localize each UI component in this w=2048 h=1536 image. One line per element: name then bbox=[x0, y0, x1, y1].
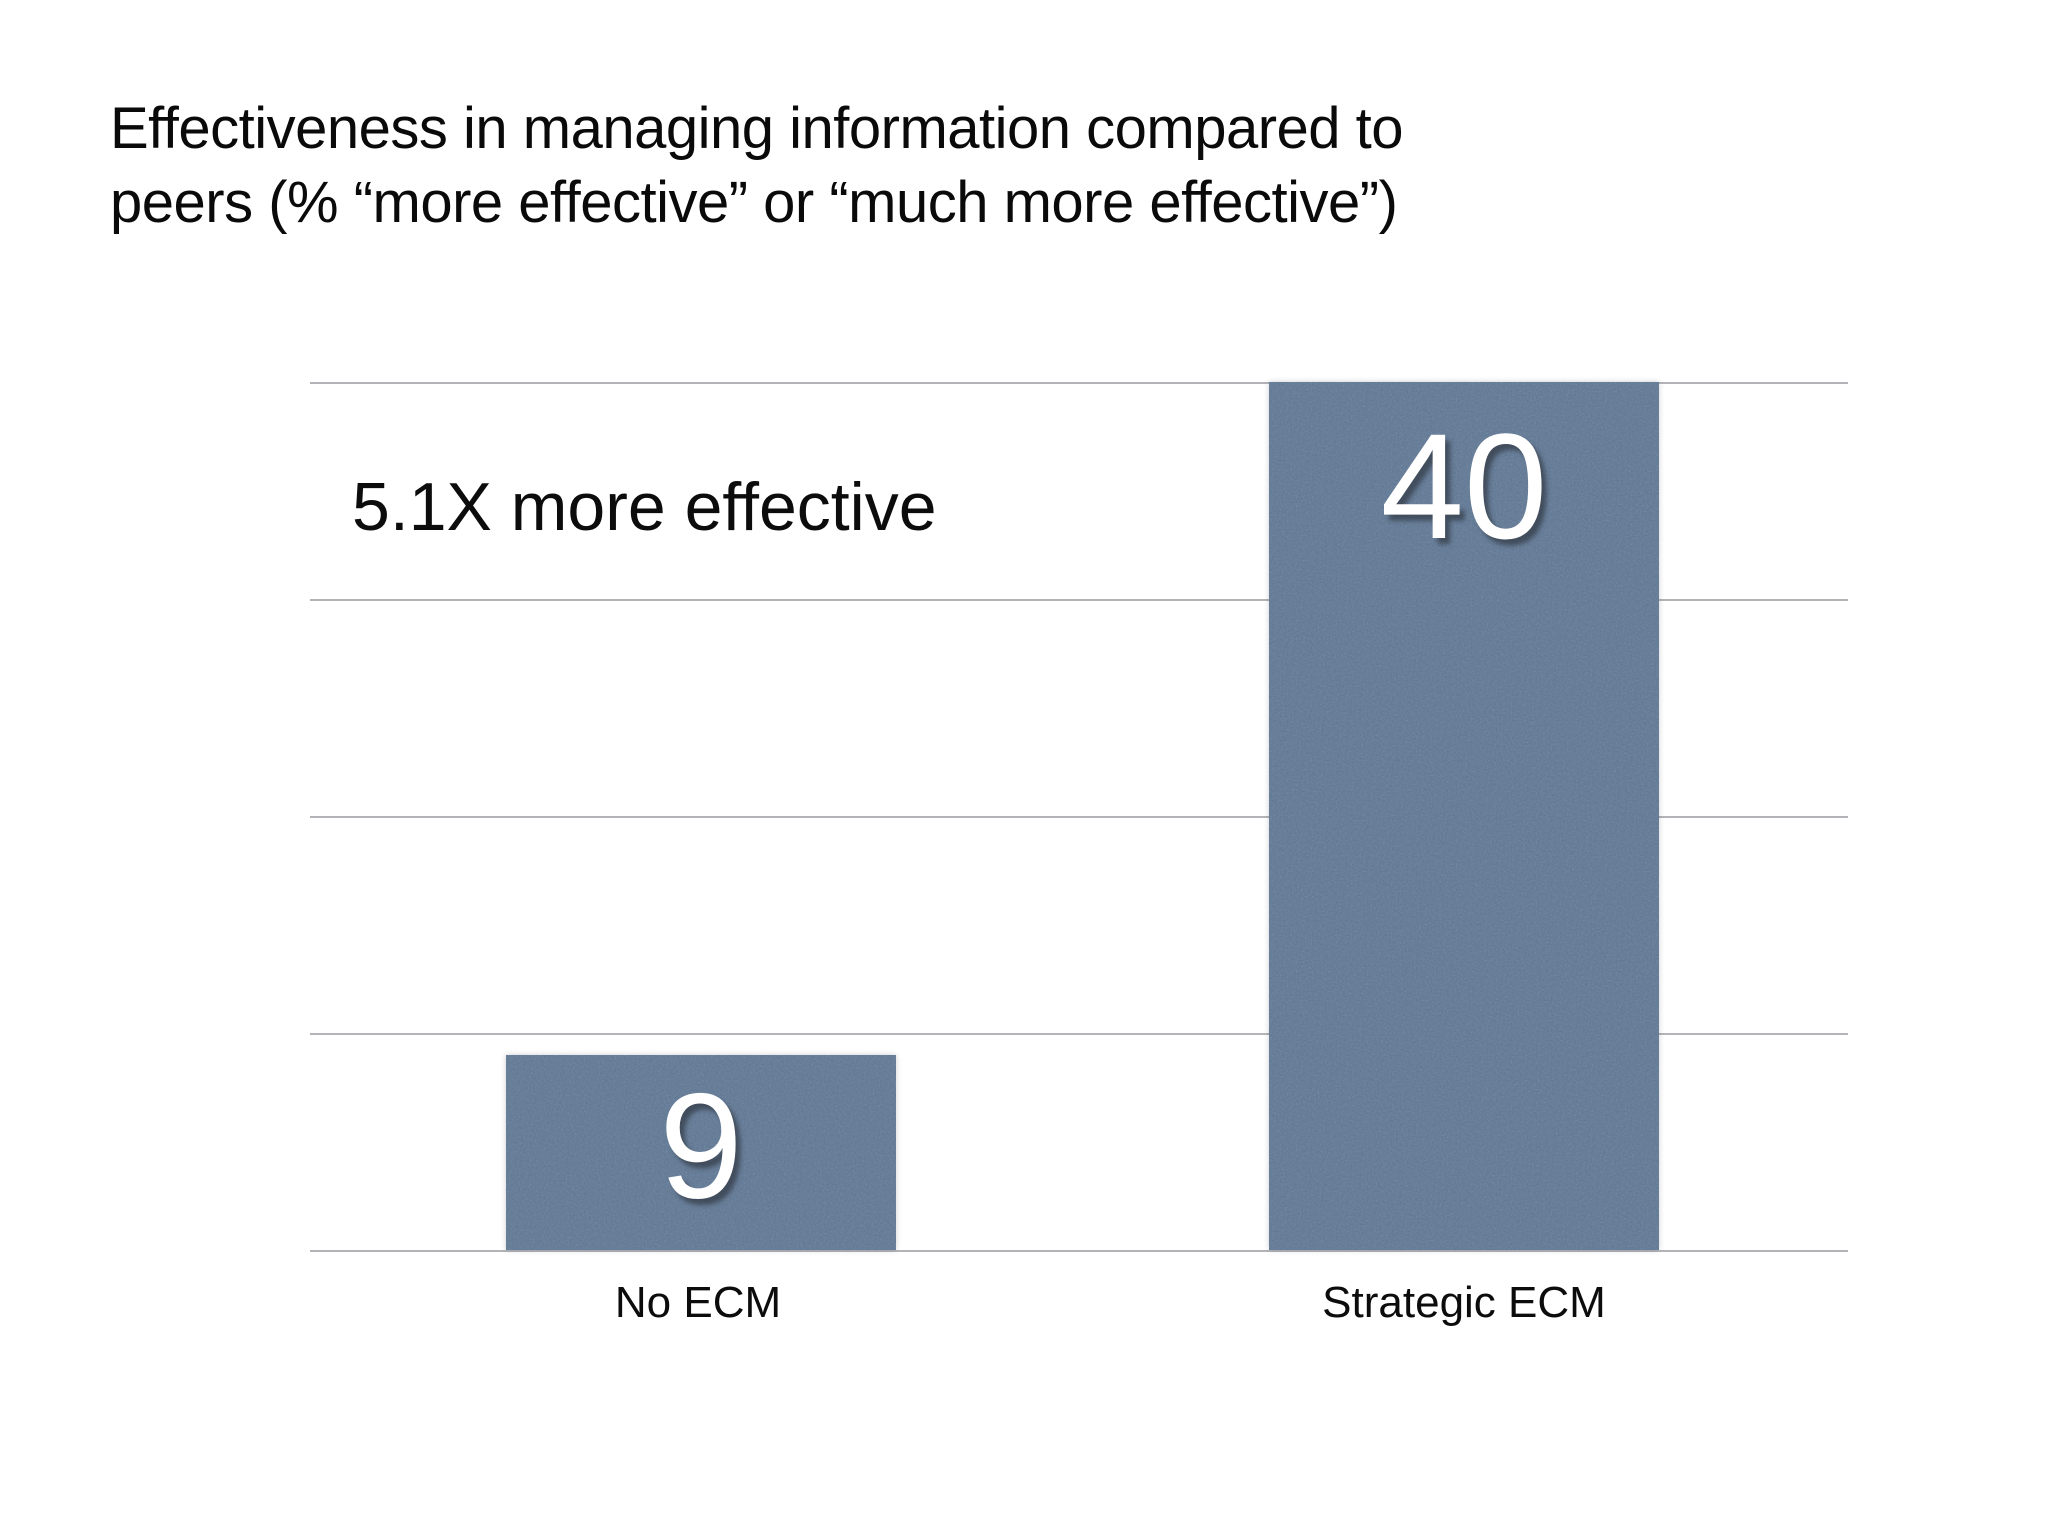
annotation-multiplier: 5.1X more effective bbox=[352, 469, 937, 545]
category-label-no-ecm: No ECM bbox=[614, 1278, 782, 1327]
gridline-10 bbox=[310, 1033, 1848, 1035]
bar-texture bbox=[1269, 382, 1659, 1250]
bar-no-ecm: 9 bbox=[506, 1055, 896, 1250]
gridline-30 bbox=[310, 599, 1848, 601]
slide-title: Effectiveness in managing information co… bbox=[110, 92, 1404, 240]
slide-title-line-1: Effectiveness in managing information co… bbox=[110, 96, 1404, 161]
bar-strategic-ecm: 40 bbox=[1269, 382, 1659, 1250]
bar-texture bbox=[506, 1055, 896, 1250]
category-label-strategic-ecm: Strategic ECM bbox=[1322, 1278, 1606, 1327]
gridline-20 bbox=[310, 816, 1848, 818]
gridline-0-baseline bbox=[310, 1250, 1848, 1252]
slide-title-line-2: peers (% “more effective” or “much more … bbox=[110, 170, 1398, 236]
gridline-40 bbox=[310, 382, 1848, 384]
bar-value-strategic-ecm: 40 bbox=[1380, 402, 1548, 570]
bar-value-no-ecm: 9 bbox=[659, 1061, 743, 1230]
